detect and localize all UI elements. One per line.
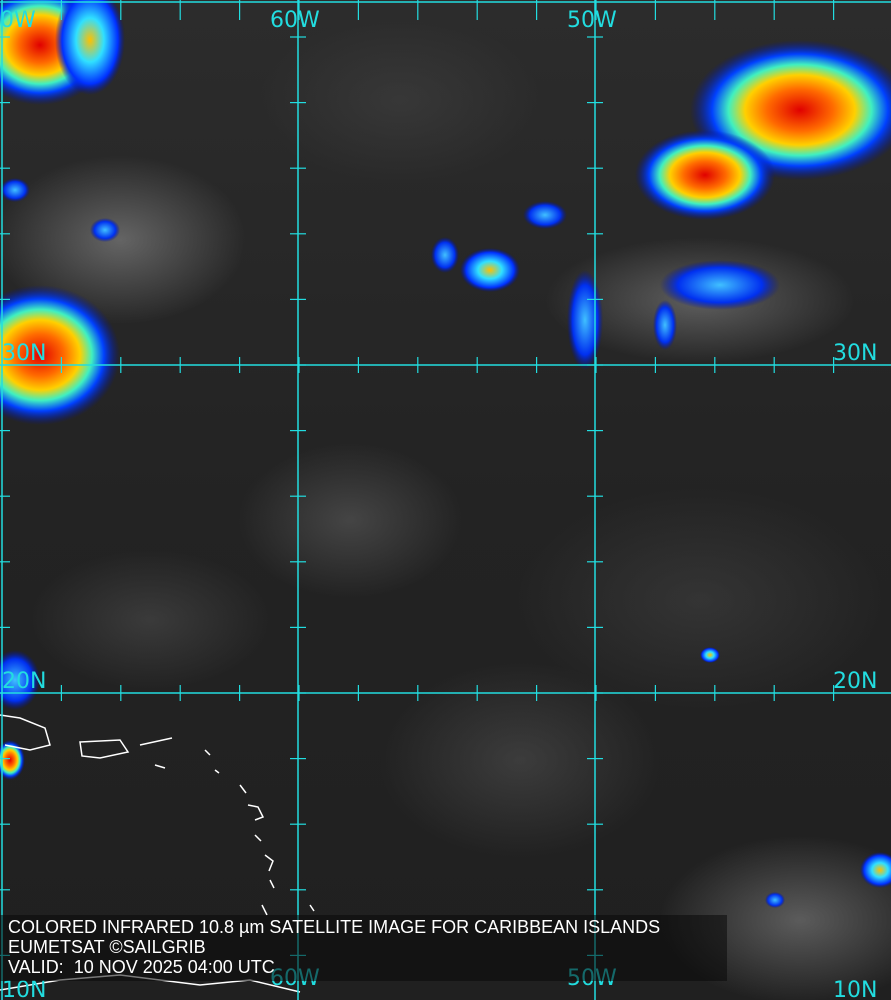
caption-title: COLORED INFRARED 10.8 µm SATELLITE IMAGE… [8, 917, 661, 937]
caption-source: EUMETSAT ©SAILGRIB [8, 937, 206, 957]
lat-label-left-20n: 20N [2, 669, 47, 694]
graticule-ticks [0, 0, 835, 957]
lon-label-top-50w: 50W [567, 8, 617, 33]
image-caption: COLORED INFRARED 10.8 µm SATELLITE IMAGE… [0, 915, 727, 981]
lat-label-left-10n: 10N [2, 978, 47, 1000]
lat-label-right-20n: 20N [833, 669, 878, 694]
lon-label-top-60w: 60W [270, 8, 320, 33]
lat-label-left-30n: 30N [2, 341, 47, 366]
storm-systems [0, 0, 891, 908]
lon-label-top-70w: 0W [0, 8, 36, 33]
lat-label-right-30n: 30N [833, 341, 878, 366]
lat-label-right-10n: 10N [833, 978, 878, 1000]
caption-valid-time: VALID: 10 NOV 2025 04:00 UTC [8, 957, 275, 977]
